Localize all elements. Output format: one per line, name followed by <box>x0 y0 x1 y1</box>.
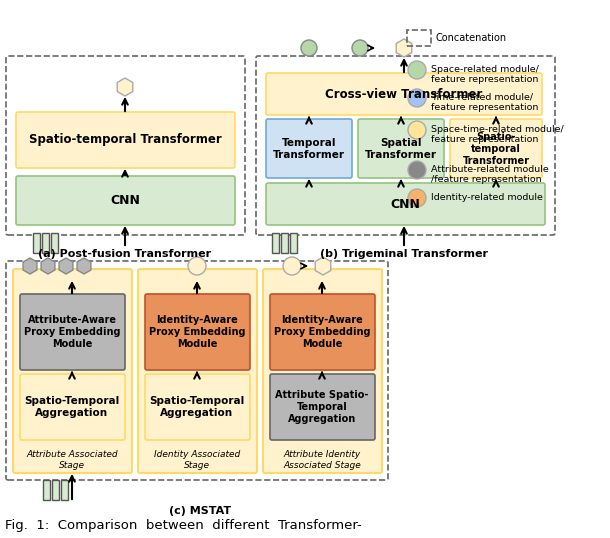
Text: Attribute Identity
Associated Stage: Attribute Identity Associated Stage <box>283 450 361 470</box>
Text: Spatio-Temporal
Aggregation: Spatio-Temporal Aggregation <box>24 396 120 418</box>
Text: Identity-related module: Identity-related module <box>431 193 543 202</box>
FancyBboxPatch shape <box>16 176 235 225</box>
Circle shape <box>352 40 368 56</box>
Text: Spatio-
temporal
Transformer: Spatio- temporal Transformer <box>462 132 529 166</box>
FancyBboxPatch shape <box>290 233 296 253</box>
Polygon shape <box>41 258 55 274</box>
FancyBboxPatch shape <box>51 480 59 500</box>
FancyBboxPatch shape <box>270 374 375 440</box>
Polygon shape <box>117 78 133 96</box>
Text: Attribute-Aware
Proxy Embedding
Module: Attribute-Aware Proxy Embedding Module <box>24 315 120 349</box>
Text: Identity Associated
Stage: Identity Associated Stage <box>154 450 240 470</box>
Circle shape <box>408 189 426 207</box>
Polygon shape <box>396 39 412 57</box>
Text: Spatio-Temporal
Aggregation: Spatio-Temporal Aggregation <box>149 396 245 418</box>
FancyBboxPatch shape <box>266 183 545 225</box>
FancyBboxPatch shape <box>32 233 40 253</box>
Text: Spatial
Transformer: Spatial Transformer <box>365 138 437 160</box>
Text: CNN: CNN <box>390 197 420 210</box>
FancyBboxPatch shape <box>358 119 444 178</box>
Circle shape <box>408 121 426 139</box>
Text: (c) MSTAT: (c) MSTAT <box>169 506 231 516</box>
Text: Attribute-related module
/feature representation: Attribute-related module /feature repres… <box>431 165 549 185</box>
FancyBboxPatch shape <box>13 269 132 473</box>
FancyBboxPatch shape <box>145 294 250 370</box>
Text: Attribute Associated
Stage: Attribute Associated Stage <box>26 450 118 470</box>
FancyBboxPatch shape <box>16 112 235 168</box>
Circle shape <box>301 40 317 56</box>
FancyBboxPatch shape <box>41 233 49 253</box>
FancyBboxPatch shape <box>263 269 382 473</box>
FancyBboxPatch shape <box>20 374 125 440</box>
Polygon shape <box>23 258 37 274</box>
Text: Fig.  1:  Comparison  between  different  Transformer-: Fig. 1: Comparison between different Tra… <box>5 520 362 533</box>
Text: Concatenation: Concatenation <box>436 33 507 43</box>
Text: Space-time-related module/
feature representation: Space-time-related module/ feature repre… <box>431 125 564 144</box>
Circle shape <box>188 257 206 275</box>
FancyBboxPatch shape <box>270 294 375 370</box>
Polygon shape <box>59 258 73 274</box>
FancyBboxPatch shape <box>450 119 542 178</box>
FancyBboxPatch shape <box>51 233 57 253</box>
Text: Identity-Aware
Proxy Embedding
Module: Identity-Aware Proxy Embedding Module <box>274 315 370 349</box>
FancyBboxPatch shape <box>43 480 49 500</box>
FancyBboxPatch shape <box>60 480 68 500</box>
Text: Attribute Spatio-
Temporal
Aggregation: Attribute Spatio- Temporal Aggregation <box>275 391 368 423</box>
Text: Temporal
Transformer: Temporal Transformer <box>273 138 345 160</box>
FancyBboxPatch shape <box>145 374 250 440</box>
Circle shape <box>283 257 301 275</box>
FancyBboxPatch shape <box>266 119 352 178</box>
Text: Cross-view Transformer: Cross-view Transformer <box>325 88 483 101</box>
Circle shape <box>408 89 426 107</box>
Polygon shape <box>77 258 91 274</box>
Polygon shape <box>315 257 331 275</box>
FancyBboxPatch shape <box>271 233 279 253</box>
Text: (a) Post-fusion Transformer: (a) Post-fusion Transformer <box>38 249 212 259</box>
Circle shape <box>408 161 426 179</box>
FancyBboxPatch shape <box>20 294 125 370</box>
Text: Spatio-temporal Transformer: Spatio-temporal Transformer <box>29 133 221 146</box>
Text: Identity-Aware
Proxy Embedding
Module: Identity-Aware Proxy Embedding Module <box>149 315 245 349</box>
FancyBboxPatch shape <box>138 269 257 473</box>
Circle shape <box>408 61 426 79</box>
Text: Time-related module/
feature representation: Time-related module/ feature representat… <box>431 93 539 112</box>
Text: Space-related module/
feature representation: Space-related module/ feature representa… <box>431 65 539 84</box>
Text: (b) Trigeminal Transformer: (b) Trigeminal Transformer <box>320 249 488 259</box>
FancyBboxPatch shape <box>266 73 542 115</box>
Text: CNN: CNN <box>110 195 140 208</box>
FancyBboxPatch shape <box>281 233 287 253</box>
